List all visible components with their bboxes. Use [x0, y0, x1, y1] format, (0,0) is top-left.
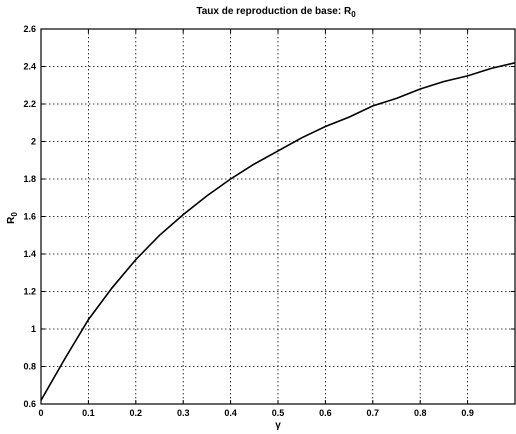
- y-tick-label: 0.6: [23, 399, 36, 409]
- y-axis-label: R0: [6, 212, 19, 224]
- x-tick-label: 0.7: [367, 408, 380, 418]
- axis-ticks: [40, 28, 515, 405]
- x-tick-label: 0.2: [130, 408, 143, 418]
- y-tick-label: 2.6: [23, 24, 36, 34]
- y-tick-label: 1.4: [23, 249, 36, 259]
- y-tick-label: 2.4: [23, 62, 36, 72]
- x-tick-label: 0: [38, 408, 43, 418]
- chart-title: Taux de reproduction de base: R0: [196, 6, 356, 19]
- y-tick-label: 0.8: [23, 362, 36, 372]
- y-tick-label: 1.2: [23, 287, 36, 297]
- chart-title-text: Taux de reproduction de base: R: [196, 6, 352, 17]
- x-tick-label: 0.4: [224, 408, 237, 418]
- series-line: [40, 62, 516, 401]
- y-tick-label: 2: [31, 137, 36, 147]
- y-tick-label: 1.6: [23, 212, 36, 222]
- x-tick-label: 0.8: [414, 408, 427, 418]
- y-tick-labels: 0.6 0.8 1 1.2 1.4 1.6 1.8 2 2.2 2.4 2.6: [23, 24, 36, 409]
- y-tick-label: 2.2: [23, 99, 36, 109]
- y-axis-label-subscript: 0: [10, 212, 19, 217]
- x-axis-label: γ: [275, 420, 281, 431]
- x-tick-label: 0.3: [177, 408, 190, 418]
- x-tick-label: 0.9: [461, 408, 474, 418]
- y-tick-label: 1.8: [23, 174, 36, 184]
- grid: [41, 29, 515, 404]
- y-axis-label-text: R: [6, 216, 17, 224]
- x-tick-label: 0.1: [82, 408, 95, 418]
- y-tick-label: 1: [31, 324, 36, 334]
- x-tick-label: 0.6: [319, 408, 332, 418]
- chart-title-subscript: 0: [351, 10, 356, 19]
- x-tick-labels: 0 0.1 0.2 0.3 0.4 0.5 0.6 0.7 0.8 0.9: [38, 408, 473, 418]
- x-tick-label: 0.5: [272, 408, 285, 418]
